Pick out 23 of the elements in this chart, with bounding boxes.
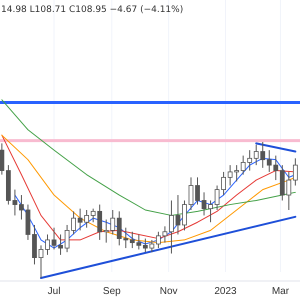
x-tick-label: Nov — [160, 286, 178, 298]
x-tick-label: 2023 — [214, 286, 238, 298]
candlestick — [116, 210, 122, 246]
candlestick — [266, 150, 272, 172]
candlestick — [104, 219, 109, 244]
candlestick — [142, 238, 148, 253]
candlestick — [90, 208, 96, 223]
candlestick — [97, 204, 102, 240]
candlestick — [110, 210, 116, 235]
text: 14.98 L108.71 C108.95 −4.67 (−4.11%) — [1, 5, 184, 15]
x-tick-label: Mar — [272, 286, 290, 298]
candlestick — [260, 142, 266, 168]
candlestick — [273, 155, 278, 181]
candlestick — [286, 171, 292, 210]
candlestick — [247, 150, 252, 172]
x-tick-label: Sep — [102, 286, 122, 298]
candlestick — [136, 234, 142, 250]
candlestick — [254, 144, 259, 166]
candlestick — [292, 158, 298, 186]
candlestick — [123, 227, 128, 249]
candlestick — [130, 231, 135, 249]
x-tick-label: Jul — [48, 286, 60, 298]
candlestick — [240, 155, 246, 176]
